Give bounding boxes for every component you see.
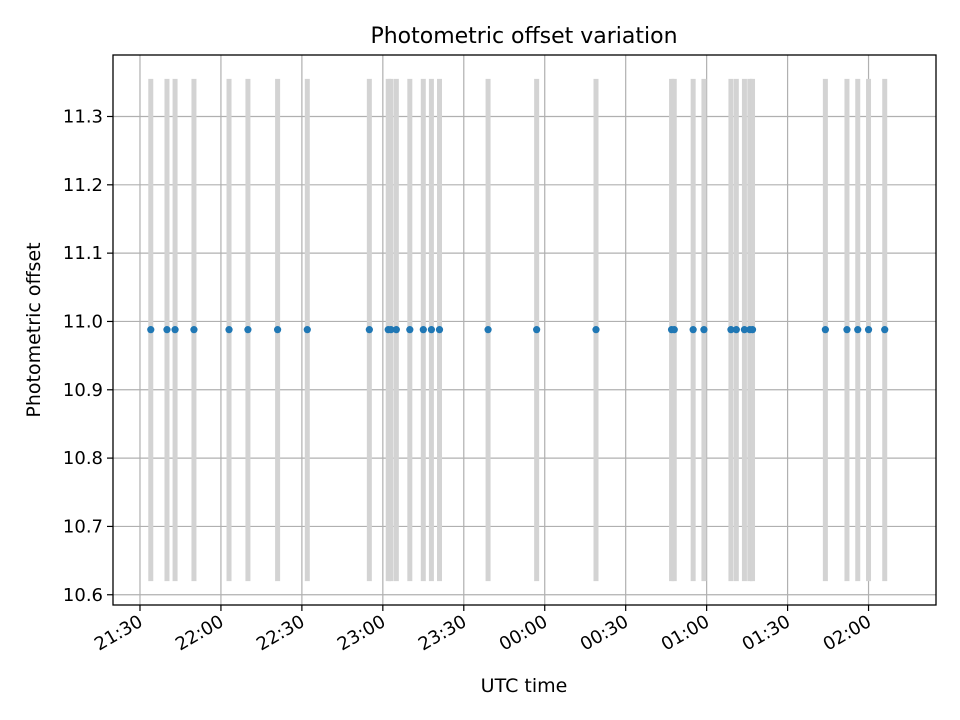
data-point: [864, 326, 873, 334]
data-point: [854, 326, 862, 334]
data-point: [533, 326, 541, 334]
y-tick-label: 10.9: [63, 380, 103, 401]
data-point: [881, 326, 889, 334]
data-point: [147, 326, 155, 334]
data-point: [387, 326, 395, 334]
data-point: [365, 326, 373, 334]
data-point: [727, 326, 735, 334]
x-tick-label: 02:00: [820, 611, 875, 655]
data-point: [700, 326, 708, 334]
data-point: [419, 326, 427, 334]
data-point: [748, 326, 757, 334]
grid: [113, 55, 936, 605]
x-tick-label: 23:30: [415, 611, 470, 655]
data-point: [163, 326, 171, 334]
data-point: [225, 326, 233, 334]
error-bars: [148, 78, 888, 582]
data-point: [406, 326, 414, 334]
x-tick-label: 22:00: [172, 611, 227, 655]
y-tick-label: 11.2: [63, 175, 103, 196]
y-tick-label: 10.8: [63, 448, 103, 469]
data-point: [592, 326, 600, 334]
x-axis-ticks: 21:30 22:00 22:30 23:00 23:30 00:00 00:30 01:00…: [91, 605, 875, 655]
chart-title: Photometric offset variation: [370, 24, 677, 49]
data-point: [740, 326, 749, 334]
x-tick-label: 00:00: [496, 611, 551, 655]
x-tick-label: 22:30: [253, 611, 308, 655]
plot-frame: [112, 54, 937, 606]
data-point: [274, 326, 282, 334]
data-point: [244, 326, 252, 334]
data-point: [821, 326, 829, 334]
data-point: [190, 326, 198, 334]
y-axis-label: Photometric offset: [23, 242, 45, 417]
x-tick-label: 01:30: [739, 611, 794, 655]
data-point: [427, 326, 436, 334]
data-point: [670, 326, 678, 334]
y-tick-label: 11.3: [63, 106, 103, 127]
y-tick-label: 10.6: [63, 585, 103, 606]
data-point: [843, 326, 851, 334]
x-tick-label: 23:00: [334, 611, 389, 655]
data-point: [689, 326, 697, 334]
data-point: [484, 326, 492, 334]
data-point: [732, 326, 740, 334]
data-points: [147, 326, 889, 334]
y-tick-label: 11.0: [63, 311, 103, 332]
y-tick-label: 11.1: [63, 243, 103, 264]
data-point: [171, 326, 179, 334]
data-point: [303, 326, 311, 334]
x-tick-label: 00:30: [577, 611, 632, 655]
x-tick-label: 01:00: [658, 611, 713, 655]
y-axis-ticks: 10.6 10.7 10.8 10.9 11.0 11.1 11.2 11.3: [63, 106, 113, 606]
data-point: [392, 326, 400, 334]
data-point: [435, 326, 444, 334]
x-tick-label: 21:30: [91, 611, 146, 655]
y-tick-label: 10.7: [63, 516, 103, 537]
x-axis-label: UTC time: [481, 675, 568, 697]
